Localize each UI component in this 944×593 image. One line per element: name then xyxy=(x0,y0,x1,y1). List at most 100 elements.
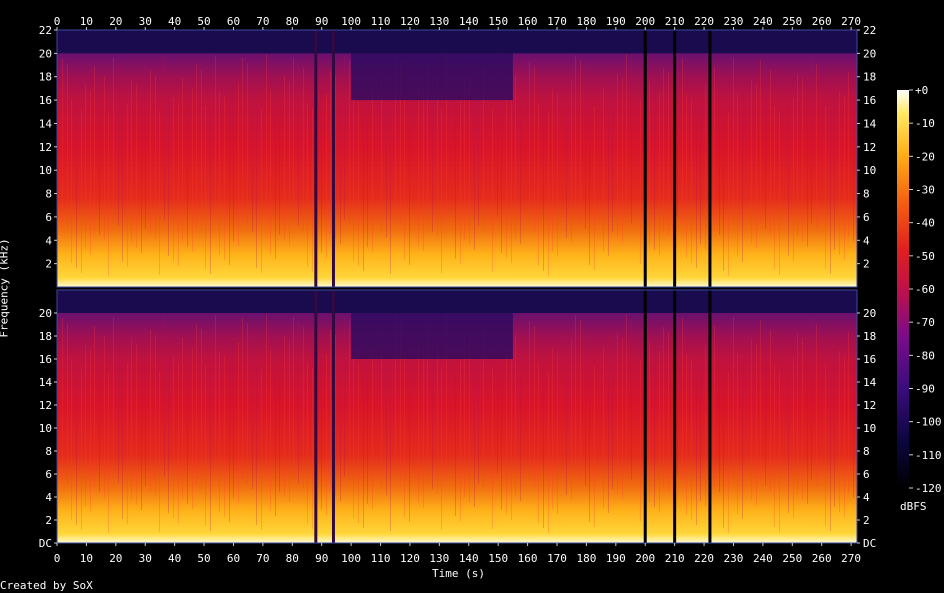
y-tick-label: 6 xyxy=(45,468,52,481)
spectrum-streak xyxy=(529,321,530,482)
spectrum-streak xyxy=(608,92,609,256)
spectrum-streak xyxy=(455,355,456,516)
spectrogram-channel-2 xyxy=(56,289,858,544)
spectrum-streak xyxy=(71,359,72,520)
spectrum-streak xyxy=(492,368,493,529)
spectrum-streak xyxy=(62,318,63,479)
spectrum-streak xyxy=(677,53,678,217)
spectrum-streak xyxy=(506,354,507,515)
x-tick-label: 130 xyxy=(429,552,449,565)
colorbar-tick-label: +0 xyxy=(915,84,928,97)
spectrum-streak xyxy=(284,76,285,240)
spectrum-streak xyxy=(686,94,687,258)
spectrum-streak xyxy=(131,79,132,243)
spectrum-streak xyxy=(400,60,401,224)
y-tick-label: 20 xyxy=(39,47,52,60)
spectrum-streak xyxy=(155,335,156,496)
spectrum-streak xyxy=(603,87,604,251)
spectrum-streak xyxy=(603,347,604,508)
spectrum-dropout xyxy=(643,30,647,287)
spectrum-streak xyxy=(182,78,183,242)
spectrum-streak xyxy=(238,342,239,503)
spectrum-streak xyxy=(233,337,234,498)
spectrum-streak xyxy=(825,105,826,269)
spectrum-streak xyxy=(617,73,618,237)
spectrum-streak xyxy=(298,62,299,226)
spectrum-streak xyxy=(145,325,146,486)
spectrum-streak xyxy=(349,61,350,225)
spectrum-streak xyxy=(640,360,641,521)
y-tick-label: 10 xyxy=(863,164,876,177)
x-tick-label: 230 xyxy=(724,15,744,28)
spectrum-streak xyxy=(631,59,632,223)
y-tick-label: 2 xyxy=(863,514,870,527)
spectrum-streak xyxy=(395,315,396,476)
spectrum-streak xyxy=(585,325,586,486)
spectrum-streak xyxy=(418,82,419,246)
spectrum-streak xyxy=(409,101,410,265)
x-tick-label: 0 xyxy=(54,552,61,565)
spectrum-streak xyxy=(307,363,308,524)
spectrum-streak xyxy=(811,59,812,223)
y-tick-label: 18 xyxy=(39,330,52,343)
spectrum-streak xyxy=(275,95,276,259)
spectrum-streak xyxy=(770,70,771,234)
y-tick-label: 20 xyxy=(863,307,876,320)
spectrum-cutoff-region xyxy=(351,53,513,101)
y-tick-label: 4 xyxy=(45,234,52,247)
spectrum-streak xyxy=(723,367,724,528)
spectrum-streak xyxy=(113,57,114,221)
spectrum-streak xyxy=(580,60,581,224)
x-tick-label: 250 xyxy=(782,552,802,565)
spectrum-streak xyxy=(797,73,798,237)
spectrum-streak xyxy=(201,329,202,490)
spectrum-streak xyxy=(113,317,114,478)
spectrum-streak xyxy=(511,359,512,520)
spectrum-streak xyxy=(99,331,100,492)
spectrum-streak xyxy=(622,78,623,242)
spectrum-streak xyxy=(76,364,77,525)
spectrum-streak xyxy=(788,92,789,256)
colorbar-tick-label: -90 xyxy=(915,383,935,396)
spectrum-dropout xyxy=(314,30,318,287)
spectrum-streak xyxy=(168,352,169,513)
spectrum-streak xyxy=(67,323,68,484)
spectrum-streak xyxy=(358,102,359,266)
spectrum-streak xyxy=(830,110,831,274)
spectrum-streak xyxy=(173,357,174,518)
y-tick-label: 16 xyxy=(863,94,876,107)
x-tick-label: 160 xyxy=(518,15,538,28)
spectrum-streak xyxy=(834,346,835,507)
spectrum-streak xyxy=(303,67,304,231)
spectrum-streak xyxy=(293,57,294,221)
spectrum-streak xyxy=(770,330,771,491)
spectrum-streak xyxy=(173,97,174,261)
spectrum-streak xyxy=(330,70,331,234)
spectrum-cutoff-region xyxy=(351,313,513,359)
y-tick-label: 8 xyxy=(45,188,52,201)
spectrum-streak xyxy=(719,71,720,235)
y-tick-label: 8 xyxy=(863,445,870,458)
spectrum-streak xyxy=(76,104,77,268)
spectrum-streak xyxy=(256,104,257,268)
spectrum-streak xyxy=(303,327,304,488)
y-tick-label: 14 xyxy=(863,376,877,389)
x-tick-label: 170 xyxy=(547,15,567,28)
spectrum-streak xyxy=(483,327,484,488)
spectrum-streak xyxy=(765,325,766,486)
spectrum-streak xyxy=(229,101,230,265)
spectrum-streak xyxy=(714,326,715,487)
x-tick-label: 100 xyxy=(341,15,361,28)
spectrum-streak xyxy=(455,95,456,259)
spectrum-streak xyxy=(691,99,692,263)
spectrum-streak xyxy=(118,322,119,483)
spectrum-streak xyxy=(390,370,391,531)
spectrum-streak xyxy=(714,66,715,230)
spectrum-streak xyxy=(691,359,692,520)
y-tick-label: 12 xyxy=(39,399,52,412)
spectrum-streak xyxy=(464,336,465,497)
spectrum-streak xyxy=(460,360,461,521)
colorbar-tick-label: -50 xyxy=(915,250,935,263)
spectrum-streak xyxy=(751,339,752,500)
spectrum-streak xyxy=(386,334,387,495)
